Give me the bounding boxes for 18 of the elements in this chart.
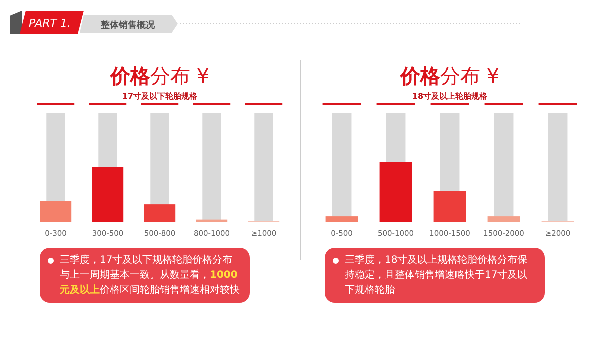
bar — [92, 168, 124, 222]
bar — [40, 201, 72, 222]
bar — [254, 113, 274, 222]
chart-title: 价格分布 ¥ — [109, 64, 210, 88]
chart-title: 价格分布 ¥ — [399, 64, 500, 88]
text: 整体销售概况 — [100, 20, 156, 31]
bar — [202, 113, 222, 222]
bar — [144, 204, 176, 222]
bar — [380, 162, 412, 222]
text: PART 1. — [29, 17, 71, 30]
bar — [326, 216, 358, 222]
text: 三季度，17寸及以下规格轮胎价格分布与上一周期基本一致。从数量看，1000元及以上价格区间轮胎销售增速相对较快 — [60, 255, 240, 296]
bar — [548, 113, 568, 222]
text: 三季度，18寸及以上规格轮胎价格分布保持稳定，且整体销售增速略快于17寸及以下规格轮胎 — [325, 248, 545, 303]
chart-subtitle: 18寸及以上轮胎规格 — [412, 92, 489, 101]
chart-subtitle: 17寸及以下轮胎规格 — [122, 92, 199, 101]
bar — [434, 191, 466, 222]
bar — [488, 216, 520, 222]
